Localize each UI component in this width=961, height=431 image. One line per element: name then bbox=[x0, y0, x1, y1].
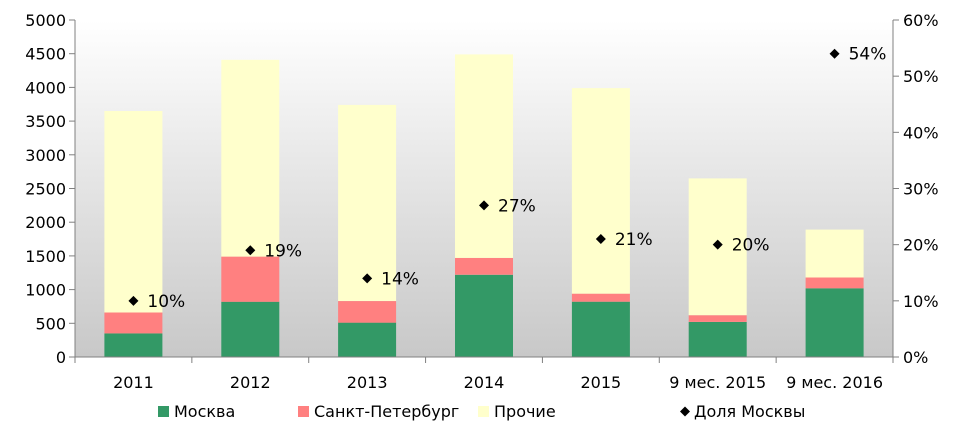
x-tick-label: 9 мес. 2015 bbox=[669, 373, 766, 392]
y-left-tick-label: 3500 bbox=[25, 112, 66, 131]
moscow-share-point bbox=[829, 48, 840, 59]
bar-series2-cat6 bbox=[805, 229, 864, 278]
y-right-tick-label: 40% bbox=[903, 123, 939, 142]
y-left-tick-label: 1500 bbox=[25, 247, 66, 266]
y-left-tick-label: 2000 bbox=[25, 213, 66, 232]
legend-label: Прочие bbox=[494, 402, 556, 421]
y-left-tick-label: 500 bbox=[35, 314, 66, 333]
y-left-tick-label: 2500 bbox=[25, 180, 66, 199]
bar-series1-cat5 bbox=[688, 315, 747, 322]
moscow-share-label: 14% bbox=[381, 269, 419, 289]
bar-series1-cat4 bbox=[571, 293, 630, 302]
y-right-tick-label: 0% bbox=[903, 348, 928, 367]
y-left-tick-label: 3000 bbox=[25, 146, 66, 165]
y-left-tick-label: 4500 bbox=[25, 45, 66, 64]
bar-series2-cat2 bbox=[338, 104, 397, 302]
y-left-tick-label: 0 bbox=[56, 348, 66, 367]
bar-series0-cat0 bbox=[104, 333, 163, 357]
bar-series1-cat6 bbox=[805, 277, 864, 289]
legend-label: Москва bbox=[174, 402, 235, 421]
bar-series1-cat0 bbox=[104, 312, 163, 334]
bar-series1-cat1 bbox=[221, 256, 280, 302]
y-left-tick-label: 4000 bbox=[25, 78, 66, 97]
moscow-share-point bbox=[712, 239, 723, 250]
bar-series0-cat2 bbox=[338, 322, 397, 357]
x-tick-label: 2011 bbox=[113, 373, 154, 392]
moscow-share-label: 19% bbox=[264, 241, 302, 261]
x-tick-label: 2015 bbox=[580, 373, 621, 392]
legend-label: Доля Москвы bbox=[694, 402, 805, 421]
moscow-share-point bbox=[479, 200, 489, 211]
y-left-tick-label: 1000 bbox=[25, 281, 66, 300]
moscow-share-label: 10% bbox=[147, 292, 185, 312]
y-right-tick-label: 10% bbox=[903, 292, 939, 311]
bar-series2-cat0 bbox=[104, 111, 163, 313]
x-tick-label: 2012 bbox=[230, 373, 271, 392]
x-tick-label: 2013 bbox=[347, 373, 388, 392]
bar-series0-cat1 bbox=[221, 301, 280, 357]
y-right-tick-label: 20% bbox=[903, 236, 939, 255]
legend-swatch bbox=[478, 406, 489, 417]
moscow-share-point bbox=[595, 234, 606, 245]
moscow-share-point bbox=[245, 245, 256, 256]
legend-diamond-marker bbox=[680, 406, 690, 417]
bar-series1-cat2 bbox=[338, 301, 397, 323]
moscow-share-label: 27% bbox=[498, 196, 536, 216]
legend-swatch bbox=[158, 406, 169, 417]
legend-swatch bbox=[298, 406, 309, 417]
moscow-share-point bbox=[362, 273, 373, 284]
y-left-tick-label: 5000 bbox=[25, 11, 66, 30]
bar-series0-cat6 bbox=[805, 288, 864, 357]
x-tick-label: 2014 bbox=[464, 373, 505, 392]
bar-series0-cat4 bbox=[571, 301, 630, 357]
bar-series2-cat4 bbox=[571, 88, 630, 294]
moscow-share-label: 54% bbox=[849, 45, 887, 65]
x-tick-label: 9 мес. 2016 bbox=[786, 373, 883, 392]
y-right-tick-label: 50% bbox=[903, 67, 939, 86]
y-right-tick-label: 30% bbox=[903, 180, 939, 199]
legend-label: Санкт-Петербург bbox=[314, 402, 459, 421]
bar-series2-cat1 bbox=[221, 59, 280, 257]
bar-series2-cat3 bbox=[455, 54, 513, 258]
moscow-share-point bbox=[128, 295, 139, 306]
moscow-share-label: 20% bbox=[732, 236, 770, 256]
moscow-share-label: 21% bbox=[615, 230, 653, 250]
bar-series1-cat3 bbox=[455, 257, 513, 275]
bar-series0-cat5 bbox=[688, 322, 747, 357]
bar-series0-cat3 bbox=[455, 274, 513, 357]
y-right-tick-label: 60% bbox=[903, 11, 939, 30]
